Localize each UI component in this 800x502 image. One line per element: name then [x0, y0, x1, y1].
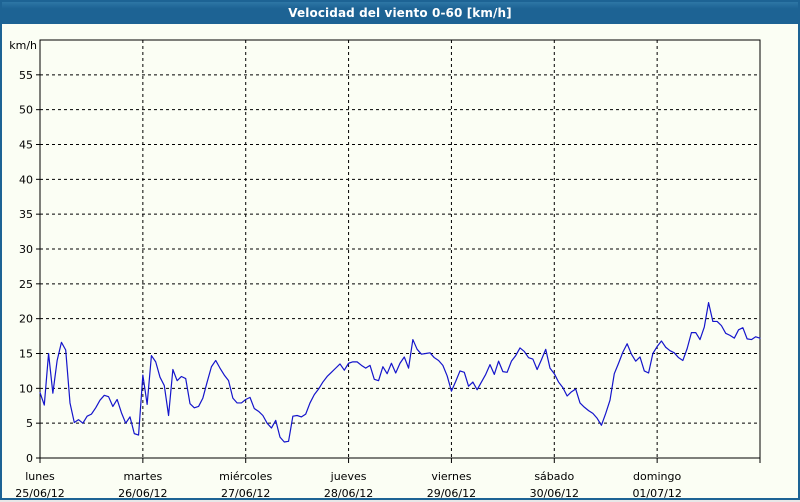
- y-tick-label: 40: [19, 173, 33, 186]
- x-day-date-label: 27/06/12: [221, 487, 270, 498]
- x-day-name-label: viernes: [431, 470, 471, 483]
- y-tick-label: 45: [19, 139, 33, 152]
- x-day-date-label: 01/07/12: [632, 487, 681, 498]
- y-tick-label: 15: [19, 348, 33, 361]
- chart-area: 0 5 10 15 20 25 30 35 40 45 50 55 km/h lunes 25/06/12 m…: [2, 24, 798, 500]
- y-tick-label: 55: [19, 69, 33, 82]
- x-day-date-label: 28/06/12: [324, 487, 373, 498]
- wind-speed-line: [39, 302, 761, 443]
- x-day-name-label: martes: [123, 470, 162, 483]
- x-day-name-label: domingo: [633, 470, 681, 483]
- chart-title: Velocidad del viento 0-60 [km/h]: [288, 6, 512, 20]
- x-day-name-label: miércoles: [219, 470, 272, 483]
- y-tick-label: 25: [19, 278, 33, 291]
- y-tick-label: 20: [19, 313, 33, 326]
- x-day-date-label: 29/06/12: [427, 487, 476, 498]
- title-bar: Velocidad del viento 0-60 [km/h]: [2, 2, 798, 24]
- y-axis-unit-label: km/h: [9, 39, 37, 52]
- x-day-name-label: sábado: [534, 470, 574, 483]
- x-day-date-label: 30/06/12: [530, 487, 579, 498]
- x-day-date-label: 25/06/12: [15, 487, 64, 498]
- wind-speed-line-chart: 0 5 10 15 20 25 30 35 40 45 50 55 km/h lunes 25/06/12 m…: [9, 39, 761, 500]
- y-tick-label: 50: [19, 104, 33, 117]
- x-day-name-label: jueves: [330, 470, 367, 483]
- y-tick-label: 30: [19, 243, 33, 256]
- y-tick-label: 0: [26, 452, 33, 465]
- y-tick-label: 10: [19, 382, 33, 395]
- y-tick-label: 5: [26, 417, 33, 430]
- y-tick-label: 35: [19, 208, 33, 221]
- x-day-name-label: lunes: [25, 470, 55, 483]
- x-day-date-label: 26/06/12: [118, 487, 167, 498]
